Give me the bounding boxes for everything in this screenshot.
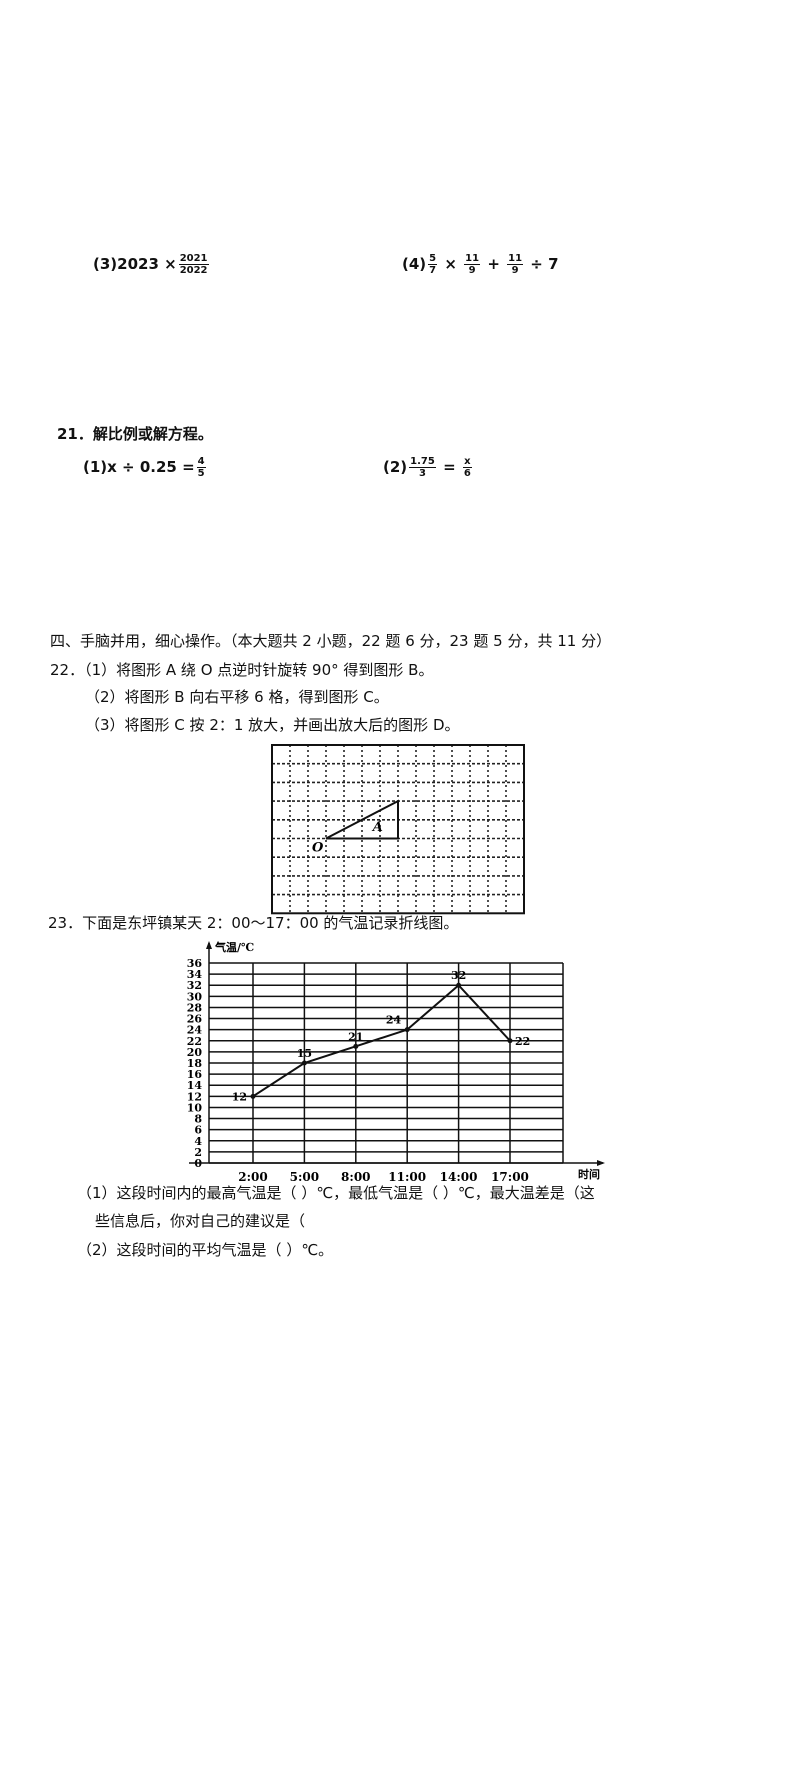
fraction: 1.75 3 — [409, 456, 436, 479]
numerator: 4 — [196, 456, 206, 468]
q21-item1: (1)x ÷ 0.25 = 4 5 — [83, 456, 208, 479]
y-tick-label: 14 — [187, 1079, 203, 1092]
q22-line3: （3）将图形 C 按 2：1 放大，并画出放大后的图形 D。 — [85, 716, 460, 734]
data-label: 15 — [297, 1047, 312, 1060]
y-tick-label: 4 — [194, 1135, 202, 1148]
data-point — [301, 1060, 307, 1066]
numerator: 5 — [428, 253, 438, 265]
y-tick-label: 36 — [187, 957, 203, 970]
data-label: 12 — [232, 1090, 247, 1103]
y-tick-label: 24 — [187, 1024, 203, 1037]
numerator: 11 — [464, 253, 481, 265]
numerator: 11 — [507, 253, 524, 265]
q23-sub2: （2）这段时间的平均气温是（ ）℃。 — [77, 1241, 334, 1259]
q22-line2: （2）将图形 B 向右平移 6 格，得到图形 C。 — [85, 688, 389, 706]
numerator: x — [462, 456, 472, 468]
numerator: 2021 — [178, 253, 209, 265]
q21-item2-prefix: (2) — [383, 458, 408, 476]
x-tick-label: 8:00 — [341, 1170, 370, 1184]
y-tick-label: 16 — [187, 1068, 203, 1081]
data-point — [456, 982, 462, 988]
numerator: 1.75 — [409, 456, 436, 468]
y-tick-label: 34 — [187, 968, 203, 981]
y-tick-label: 26 — [187, 1013, 203, 1026]
fraction: 11 9 — [507, 253, 524, 276]
y-tick-label: 22 — [187, 1035, 202, 1048]
denominator: 3 — [419, 468, 426, 479]
operator: ÷ 7 — [530, 255, 559, 273]
operator: + — [487, 255, 500, 273]
y-tick-label: 8 — [194, 1113, 202, 1126]
q23-title: 23．下面是东坪镇某天 2：00～17：00 的气温记录折线图。 — [48, 914, 459, 932]
x-tick-label: 5:00 — [290, 1170, 319, 1184]
data-label: 32 — [451, 969, 466, 982]
y-tick-label: 10 — [187, 1101, 203, 1114]
grid-border — [271, 744, 525, 915]
denominator: 9 — [468, 265, 476, 276]
denominator: 2022 — [179, 265, 208, 276]
y-tick-label: 28 — [187, 1001, 203, 1014]
q21-item1-prefix: (1)x ÷ 0.25 = — [83, 458, 195, 476]
x-tick-label: 2:00 — [238, 1170, 267, 1184]
denominator: 7 — [429, 265, 437, 276]
y-tick-label: 20 — [187, 1046, 203, 1059]
x-tick-label: 11:00 — [388, 1170, 426, 1184]
q20-item3: (3)2023 × 2021 2022 — [93, 253, 211, 276]
data-label: 22 — [515, 1035, 530, 1048]
temperature-line-chart: 024681012141618202224262830323436气温/℃时间2… — [187, 940, 605, 1184]
y-tick-label: 2 — [194, 1146, 202, 1159]
data-point — [507, 1038, 513, 1044]
figure-a-triangle — [325, 799, 399, 840]
operator: = — [443, 458, 456, 476]
q21-title: 21．解比例或解方程。 — [57, 425, 213, 443]
q22-line1: 22．（1）将图形 A 绕 O 点逆时针旋转 90° 得到图形 B。 — [50, 661, 434, 679]
y-tick-label: 30 — [187, 990, 203, 1003]
data-point — [404, 1027, 410, 1033]
denominator: 6 — [463, 468, 471, 479]
data-point — [250, 1093, 256, 1099]
y-axis-label: 气温/℃ — [214, 940, 254, 954]
q20-item4: (4) 5 7 × 11 9 + 11 9 ÷ 7 — [402, 253, 559, 276]
q20-item4-prefix: (4) — [402, 255, 427, 273]
temperature-series-line — [252, 983, 511, 1098]
label-o: O — [312, 841, 324, 856]
section-heading: 四、手脑并用，细心操作。（本大题共 2 小题，22 题 6 分，23 题 5 分… — [50, 632, 612, 650]
data-label: 21 — [348, 1030, 363, 1043]
x-axis-arrow — [597, 1160, 605, 1166]
label-a: A — [371, 820, 383, 835]
x-axis-label: 时间 — [578, 1167, 600, 1181]
operator: × — [444, 255, 457, 273]
data-point — [353, 1043, 359, 1049]
fraction: 2021 2022 — [178, 253, 209, 276]
x-tick-label: 17:00 — [491, 1170, 529, 1184]
y-tick-label: 6 — [194, 1124, 202, 1137]
y-tick-label: 18 — [187, 1057, 203, 1070]
denominator: 5 — [197, 468, 205, 479]
q20-item3-prefix: (3)2023 × — [93, 255, 177, 273]
y-tick-label: 12 — [187, 1090, 202, 1103]
denominator: 9 — [511, 265, 519, 276]
q22-grid-figure: OA — [271, 744, 525, 915]
q23-sub1-line2: 些信息后，你对自己的建议是（ — [95, 1212, 306, 1230]
fraction: 11 9 — [464, 253, 481, 276]
y-axis-arrow — [206, 941, 212, 949]
x-tick-label: 14:00 — [440, 1170, 478, 1184]
data-label: 24 — [386, 1014, 402, 1027]
q23-sub1-line1: （1）这段时间内的最高气温是（ ）℃，最低气温是（ ）℃，最大温差是（这 — [77, 1184, 595, 1202]
y-tick-label: 32 — [187, 979, 202, 992]
